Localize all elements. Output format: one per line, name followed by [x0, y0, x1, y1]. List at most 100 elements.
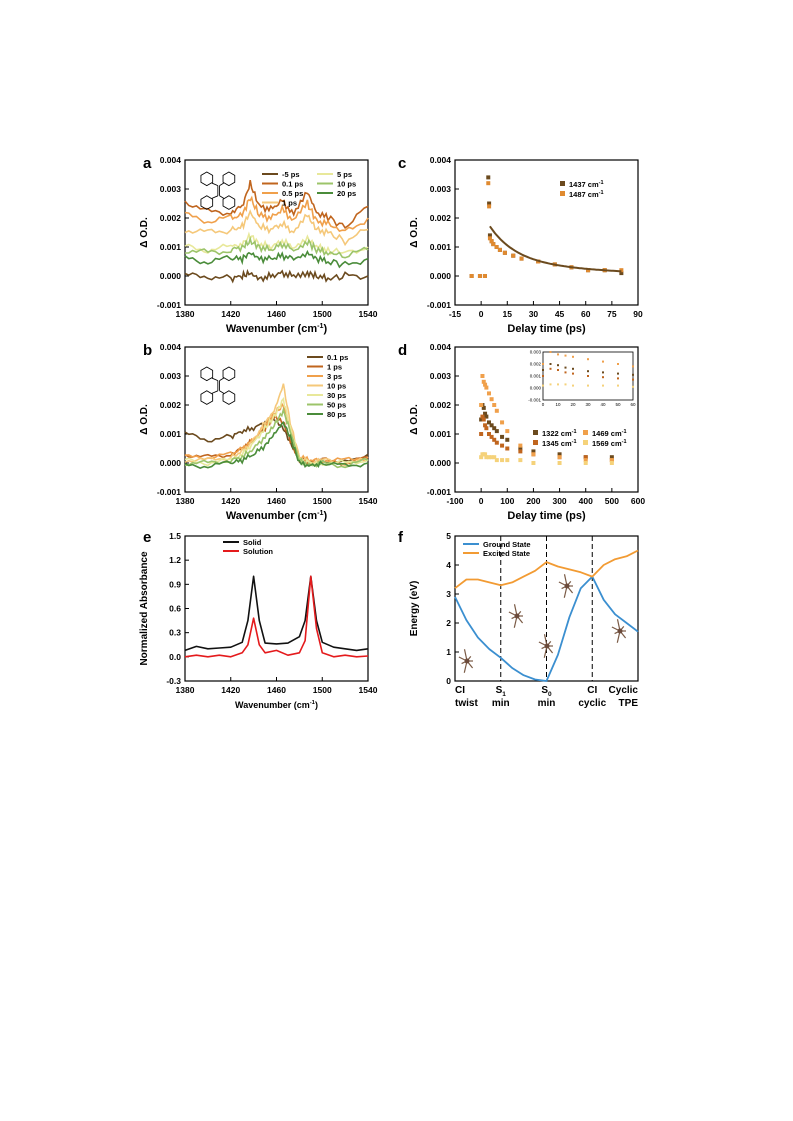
x-tick-label: 1460 [267, 309, 286, 319]
legend-entry: 5 ps [337, 170, 352, 179]
legend-text: Solid [243, 538, 262, 547]
legend-text: 1487 cm [569, 190, 599, 199]
legend-text: 0.5 ps [282, 189, 303, 198]
inset-point [557, 353, 559, 356]
y-tick-label: 2 [446, 618, 451, 628]
x-tick-label: 1500 [313, 685, 332, 695]
panel-e: e -0.3 0.0 0.3 0.6 0.9 1.2 1.5 Normalized Absorb… [139, 529, 378, 710]
data-point [500, 420, 505, 425]
x-label-sup: -1 [317, 322, 323, 330]
data-point [494, 408, 499, 413]
x-tick-label: 600 [631, 496, 645, 506]
inset-x-tick-label: 10 [555, 402, 561, 407]
x-label-tail: ) [323, 510, 327, 522]
x-tick-label: 400 [579, 496, 593, 506]
legend-entry: -5 ps [282, 170, 300, 179]
x-tick-label: 300 [552, 496, 566, 506]
data-point [500, 443, 505, 448]
data-point [487, 233, 492, 238]
inset-point [587, 358, 589, 361]
y-tick-label: 0.9 [169, 579, 181, 589]
y-tick-label: 0.6 [169, 604, 181, 614]
panel-letter: f [398, 529, 404, 546]
y-axis-label: Δ O.D. [409, 404, 420, 435]
y-tick-label: -0.3 [166, 676, 181, 686]
legend-entry: Ground State [483, 540, 531, 549]
x-category-top: CI [455, 685, 465, 696]
y-tick-label: 0.001 [160, 242, 182, 252]
data-point [483, 411, 488, 416]
data-point [583, 461, 588, 465]
y-tick-label: 0.002 [160, 213, 182, 223]
x-tick-label: -100 [446, 496, 463, 506]
legend-entry: 1487 cm-1 [569, 190, 604, 199]
data-point [487, 204, 492, 209]
inset-point [572, 384, 574, 387]
legend-text: 10 ps [337, 180, 356, 189]
legend-text: 1437 cm [569, 180, 599, 189]
inset-point [557, 364, 559, 367]
legend-entry: 1569 cm-1 [592, 439, 627, 448]
category-top-text: Cyclic [609, 685, 639, 696]
x-label-main: Wavenumber (cm [235, 700, 310, 710]
legend-entry: 1437 cm-1 [569, 180, 604, 189]
data-point [609, 461, 614, 465]
y-tick-label: 0.000 [430, 271, 452, 281]
legend-text: Ground State [483, 540, 531, 549]
y-axis-label: Δ O.D. [409, 217, 420, 248]
data-point [518, 446, 523, 451]
legend-text: 30 ps [327, 391, 346, 400]
legend-text: 1322 cm [542, 429, 572, 438]
inset-point [602, 384, 604, 387]
conformer-atom [464, 658, 470, 664]
data-point [492, 455, 497, 460]
category-top-text: CI [455, 685, 465, 696]
data-point [519, 256, 524, 261]
phenyl-ring [200, 171, 214, 187]
panel-letter: a [143, 155, 152, 172]
conformer-atom [544, 643, 550, 649]
legend-marker [560, 181, 565, 186]
tpe-structure-icon [200, 171, 236, 210]
y-tick-label: -0.001 [157, 487, 181, 497]
x-tick-label: 100 [500, 496, 514, 506]
conformer-atom [514, 613, 520, 619]
x-tick-label: 1540 [359, 496, 378, 506]
inset-point [602, 371, 604, 374]
inset-y-tick-label: 0.001 [530, 374, 542, 379]
legend-entry: 80 ps [327, 410, 346, 419]
inset-point [632, 373, 634, 376]
inset-x-tick-label: 0 [542, 402, 545, 407]
inset-point [572, 367, 574, 370]
series-line-1-ps [184, 209, 369, 247]
data-point [489, 455, 494, 460]
inset-y-tick-label: -0.001 [528, 398, 541, 403]
y-tick-label: 0.001 [160, 429, 182, 439]
legend-text: 0.1 ps [327, 353, 348, 362]
legend-text: 5 ps [337, 170, 352, 179]
data-point [557, 455, 562, 460]
data-point [483, 382, 488, 387]
tpe-structure-icon [200, 366, 236, 405]
inset-point [587, 384, 589, 387]
series-line-0.5-ps [184, 195, 369, 233]
data-point [484, 414, 489, 419]
legend-entry: 30 ps [327, 391, 346, 400]
conformer-atom [617, 628, 623, 634]
legend-text: 1 ps [282, 199, 297, 208]
legend-text: 1345 cm [542, 439, 572, 448]
y-tick-label: 0 [446, 676, 451, 686]
x-axis-label: Wavenumber (cm-1) [226, 322, 328, 335]
conformer-s0-min-icon [538, 634, 554, 658]
series-line-Solid [184, 575, 369, 652]
x-axis-label: Delay time (ps) [507, 510, 586, 522]
x-label-main: Wavenumber (cm [226, 510, 318, 522]
plot-frame [454, 159, 639, 306]
x-axis-label: Wavenumber (cm-1) [226, 509, 328, 522]
legend-text: -5 ps [282, 170, 300, 179]
legend-entry: 1 ps [282, 199, 297, 208]
data-point [505, 429, 510, 434]
series-line-10-ps [184, 235, 369, 259]
panel-letter: b [143, 342, 152, 359]
panel-letter: c [398, 155, 406, 172]
